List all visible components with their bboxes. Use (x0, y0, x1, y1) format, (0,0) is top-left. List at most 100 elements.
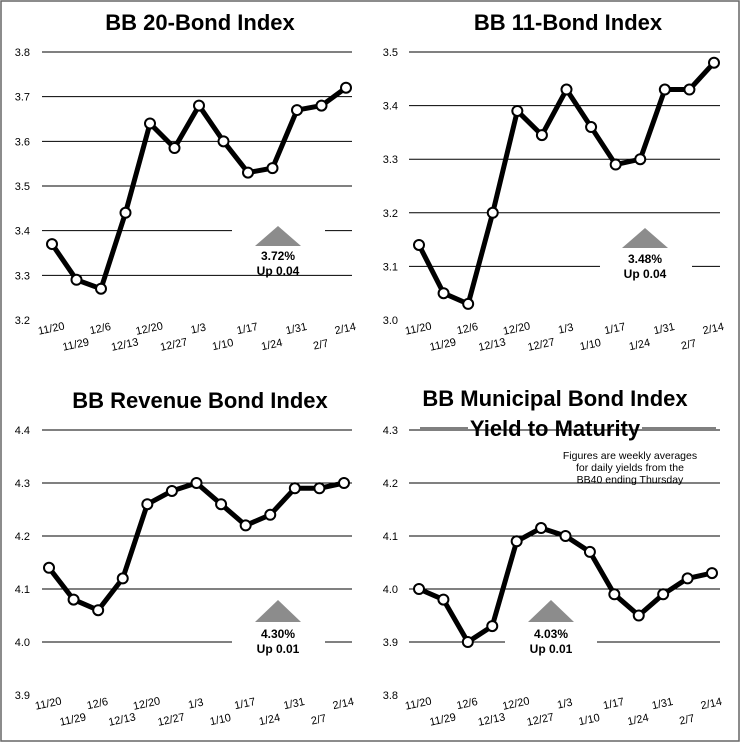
x-tick-label: 12/13 (477, 711, 506, 728)
x-tick-label: 1/10 (211, 337, 234, 353)
y-tick-label: 3.8 (15, 47, 30, 59)
data-point (215, 498, 228, 511)
y-tick-label: 3.5 (383, 47, 398, 59)
y-tick-label: 4.3 (15, 478, 30, 490)
chart-title-revenue-bond: BB Revenue Bond Index (72, 388, 328, 413)
data-point (535, 129, 548, 142)
x-tick-label: 11/29 (429, 336, 458, 353)
y-tick-label: 3.3 (15, 270, 30, 282)
x-tick-label: 12/27 (159, 336, 188, 353)
up-arrow-icon (622, 228, 668, 248)
y-tick-label: 4.2 (383, 478, 398, 490)
data-point (116, 572, 129, 585)
chart-title-municipal-bond: BB Municipal Bond Index (422, 386, 688, 411)
x-tick-label: 11/20 (37, 320, 66, 337)
x-tick-label: 12/27 (157, 711, 186, 728)
x-tick-label: 11/29 (62, 336, 91, 353)
x-tick-label: 2/14 (702, 321, 725, 337)
x-tick-label: 12/6 (455, 696, 478, 712)
data-point (510, 535, 523, 548)
x-tick-label: 1/24 (258, 712, 281, 728)
data-point (511, 104, 524, 117)
x-tick-label: 2/7 (680, 338, 697, 353)
chart-panel-20-bond: BB 20-Bond Index 11/2011/2912/612/1312/2… (15, 10, 357, 354)
data-point (632, 609, 645, 622)
data-point (486, 620, 499, 633)
y-tick-label: 3.9 (383, 637, 398, 649)
y-tick-label: 3.2 (383, 208, 398, 220)
x-tick-label: 1/3 (187, 697, 204, 712)
y-tick-label: 4.3 (383, 425, 398, 437)
up-arrow-icon (255, 600, 301, 622)
annotation-change: Up 0.01 (530, 642, 573, 656)
x-tick-label: 1/31 (652, 321, 675, 337)
data-point (609, 158, 622, 171)
x-tick-label: 11/20 (404, 695, 433, 712)
data-point (119, 206, 132, 219)
annotation-value: 4.03% (534, 627, 568, 641)
x-tick-label: 1/17 (236, 321, 259, 337)
data-point (165, 484, 178, 497)
y-tick-label: 3.1 (383, 261, 398, 273)
x-tick-label: 1/3 (190, 322, 207, 337)
x-tick-label: 1/3 (556, 697, 573, 712)
annotation-value: 3.72% (261, 249, 295, 263)
chart-title-11-bond: BB 11-Bond Index (474, 10, 663, 35)
x-tick-label: 12/6 (86, 696, 109, 712)
chart-subtitle-municipal: Yield to Maturity (470, 416, 641, 441)
x-tick-label: 12/13 (477, 336, 506, 353)
data-point (67, 593, 80, 606)
data-point (291, 104, 303, 117)
x-tick-label: 12/6 (89, 321, 112, 337)
y-tick-label: 3.7 (15, 92, 30, 104)
data-point (141, 498, 154, 511)
chart-panel-revenue-bond: BB Revenue Bond Index 11/2011/2912/612/1… (15, 388, 355, 729)
chart-note-line-1: Figures are weekly averages (563, 450, 697, 462)
chart-note-line-2: for daily yields from the (576, 462, 684, 474)
data-point (559, 530, 572, 542)
x-tick-label: 2/7 (678, 713, 695, 728)
y-tick-label: 3.0 (383, 315, 398, 327)
data-point (70, 273, 83, 286)
x-tick-label: 1/3 (557, 322, 574, 337)
chart-panel-11-bond: BB 11-Bond Index 11/2011/2912/612/1312/2… (383, 10, 725, 354)
data-point (217, 135, 230, 148)
data-point (338, 477, 350, 489)
y-tick-label: 3.5 (15, 181, 30, 193)
x-tick-label: 1/10 (209, 712, 232, 728)
x-tick-label: 1/10 (579, 337, 602, 353)
x-tick-label: 11/20 (404, 320, 433, 337)
data-point (708, 56, 720, 69)
data-point (657, 588, 670, 601)
x-tick-label: 1/31 (282, 696, 305, 712)
data-point (340, 81, 352, 94)
data-point (168, 142, 181, 155)
x-tick-label: 12/20 (135, 320, 164, 337)
data-point (585, 121, 598, 134)
data-point (242, 166, 254, 179)
data-point (413, 238, 425, 251)
x-tick-label: 12/27 (526, 711, 555, 728)
x-tick-label: 2/7 (310, 713, 327, 728)
data-point (560, 83, 573, 96)
data-point (437, 287, 450, 300)
y-tick-label: 3.4 (383, 101, 398, 113)
y-tick-label: 4.0 (15, 637, 30, 649)
x-tick-label: 1/31 (651, 696, 674, 712)
annotation-change: Up 0.04 (624, 267, 667, 281)
data-point (239, 519, 252, 532)
annotation-value: 4.30% (261, 627, 295, 641)
data-point (706, 567, 718, 580)
up-arrow-icon (528, 600, 574, 622)
annotation-value: 3.48% (628, 252, 662, 266)
x-tick-label: 1/17 (233, 696, 256, 712)
y-tick-label: 3.4 (15, 226, 30, 238)
chart-title-20-bond: BB 20-Bond Index (105, 10, 295, 35)
data-point (288, 482, 301, 495)
x-tick-label: 12/13 (107, 711, 136, 728)
data-point (583, 545, 596, 558)
data-point (193, 99, 205, 112)
chart-note-line-3: BB40 ending Thursday (577, 474, 684, 486)
y-tick-label: 4.0 (383, 584, 398, 596)
